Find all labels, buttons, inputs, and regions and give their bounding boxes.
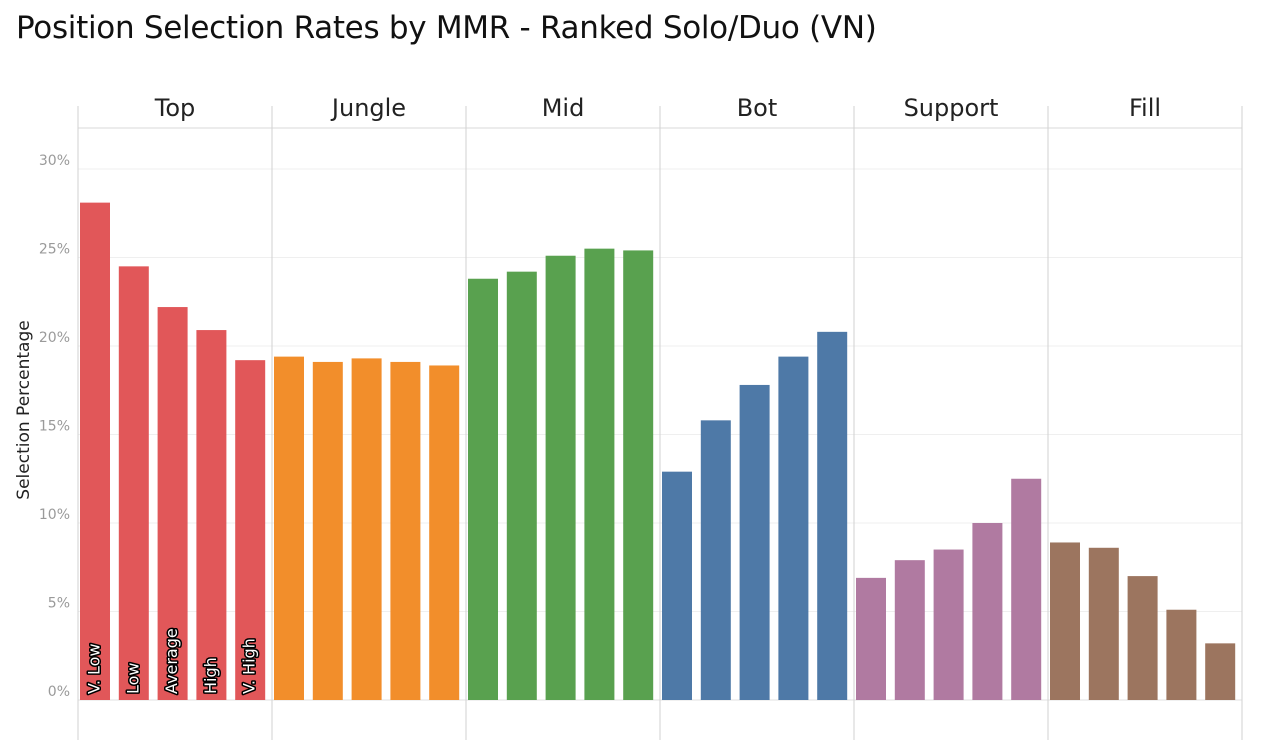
bar-mmr-label: V. Low [85, 643, 104, 694]
panel-header-fill: Fill [1129, 94, 1161, 122]
bar-top [235, 360, 266, 700]
bars [80, 202, 1236, 701]
bar-support [1011, 478, 1042, 700]
panel-header-mid: Mid [542, 94, 585, 122]
bar-support [933, 549, 964, 700]
bar-jungle [390, 361, 421, 700]
bar-mmr-label: Low [123, 662, 142, 694]
bar-mmr-label: High [201, 657, 220, 694]
bar-fill [1088, 547, 1119, 700]
y-tick-label: 30% [39, 153, 70, 169]
y-tick-label: 5% [48, 596, 70, 612]
bar-bot [662, 471, 692, 700]
bar-bot [817, 331, 848, 700]
panel-header-support: Support [904, 94, 999, 122]
bar-mid [545, 255, 576, 701]
bar-mmr-label: Average [162, 628, 181, 694]
bar-fill [1050, 542, 1080, 700]
bar-mmr-label: V. High [240, 638, 259, 694]
panel-frame [77, 106, 1243, 740]
labels: 0% 5% 10% 15% 20% 25% 30% Top V. Low Low Average Hi… [14, 94, 1161, 700]
bar-jungle [429, 365, 460, 700]
chart-title: Position Selection Rates by MMR - Ranked… [16, 10, 877, 46]
bar-fill [1166, 609, 1197, 700]
bar-mid [584, 248, 615, 700]
bar-mid [623, 250, 654, 701]
y-axis-label: Selection Percentage [14, 320, 34, 499]
bar-support [856, 577, 886, 700]
bar-support [894, 560, 925, 700]
bar-jungle [312, 361, 343, 700]
panel-header-top: Top [154, 94, 196, 122]
bar-top [118, 266, 149, 700]
bar-top [80, 202, 110, 700]
y-tick-label: 15% [39, 419, 70, 435]
bar-bot [700, 420, 731, 700]
bar-top [157, 307, 188, 700]
bar-mid [506, 271, 537, 700]
bar-fill [1127, 576, 1158, 700]
bar-fill [1205, 643, 1236, 700]
bar-jungle [274, 356, 304, 700]
bar-jungle [351, 358, 382, 700]
y-tick-label: 25% [39, 242, 70, 258]
y-tick-label: 0% [48, 684, 70, 700]
bar-bot [739, 384, 770, 700]
y-tick-label: 10% [39, 507, 70, 523]
bar-mid [468, 278, 498, 700]
bar-top [196, 330, 227, 700]
y-tick-label: 20% [39, 330, 70, 346]
panel-header-bot: Bot [737, 94, 778, 122]
bar-support [972, 523, 1003, 700]
bar-bot [778, 356, 809, 700]
panel-header-jungle: Jungle [330, 94, 406, 122]
